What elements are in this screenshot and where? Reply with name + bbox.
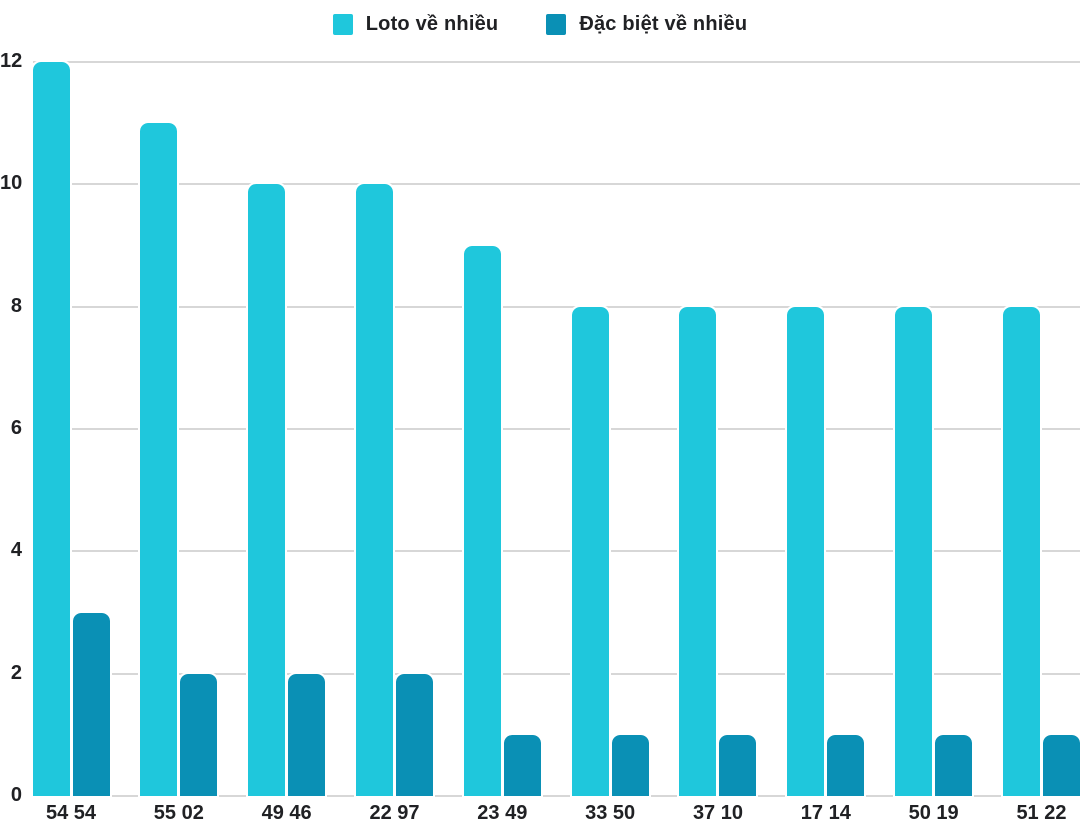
x-axis-category-label: 22 97 — [369, 802, 420, 824]
y-axis-tick-label: 8 — [10, 294, 22, 317]
gridline-y8 — [33, 305, 1080, 308]
bar-dacbiet-5019[interactable] — [933, 732, 975, 798]
bar-loto-4946[interactable] — [246, 182, 288, 798]
legend-item-dacbiet: Đặc biệt về nhiều — [546, 13, 747, 36]
bar-dacbiet-5122[interactable] — [1040, 732, 1080, 798]
bar-loto-5019[interactable] — [893, 304, 935, 798]
gridline-y6 — [33, 428, 1080, 430]
chart-legend: Loto về nhiều Đặc biệt về nhiều — [0, 13, 1080, 36]
bar-dacbiet-5502[interactable] — [178, 671, 220, 798]
bar-loto-5122[interactable] — [1000, 304, 1042, 798]
legend-label: Đặc biệt về nhiều — [579, 13, 748, 35]
legend-item-loto: Loto về nhiều — [332, 13, 499, 36]
bar-loto-2297[interactable] — [353, 182, 395, 798]
x-axis-category-label: 37 10 — [692, 802, 743, 824]
bar-loto-3710[interactable] — [677, 304, 719, 798]
bar-loto-2349[interactable] — [461, 243, 503, 798]
gridline-y2 — [33, 672, 1080, 675]
x-axis-category-label: 33 50 — [585, 802, 636, 824]
x-axis-category-label: 55 02 — [153, 802, 204, 824]
bar-dacbiet-1714[interactable] — [825, 732, 867, 798]
bar-dacbiet-2297[interactable] — [393, 671, 435, 798]
legend-swatch-icon — [332, 14, 353, 35]
y-axis-tick-label: 0 — [10, 784, 22, 806]
y-axis-tick-label: 4 — [10, 539, 22, 562]
legend-label: Loto về nhiều — [365, 13, 499, 35]
legend-swatch-icon — [546, 14, 567, 35]
bar-loto-1714[interactable] — [785, 304, 827, 798]
bar-dacbiet-3710[interactable] — [717, 732, 759, 798]
bar-loto-5454[interactable] — [30, 60, 72, 798]
y-axis-tick-label: 12 — [0, 50, 23, 72]
x-axis-category-label: 23 49 — [477, 802, 528, 824]
x-axis-category-label: 49 46 — [261, 802, 312, 824]
x-axis-category-label: 54 54 — [45, 802, 97, 824]
x-axis-category-label: 51 22 — [1016, 802, 1067, 824]
bar-dacbiet-3350[interactable] — [609, 732, 651, 798]
bar-dacbiet-4946[interactable] — [286, 671, 328, 798]
bar-dacbiet-5454[interactable] — [70, 610, 112, 798]
gridline-y10 — [33, 183, 1080, 186]
bar-dacbiet-2349[interactable] — [501, 732, 543, 798]
x-axis-category-label: 50 19 — [908, 802, 959, 824]
gridline-y4 — [33, 550, 1080, 553]
gridline-y12 — [33, 61, 1080, 63]
y-axis-tick-label: 10 — [0, 172, 23, 195]
bar-loto-3350[interactable] — [569, 304, 611, 798]
x-axis-category-label: 17 14 — [800, 802, 851, 824]
y-axis-tick-label: 2 — [10, 661, 22, 684]
y-axis-tick-label: 6 — [10, 417, 22, 439]
bar-loto-5502[interactable] — [138, 121, 180, 798]
gridline-y0 — [33, 795, 1080, 797]
